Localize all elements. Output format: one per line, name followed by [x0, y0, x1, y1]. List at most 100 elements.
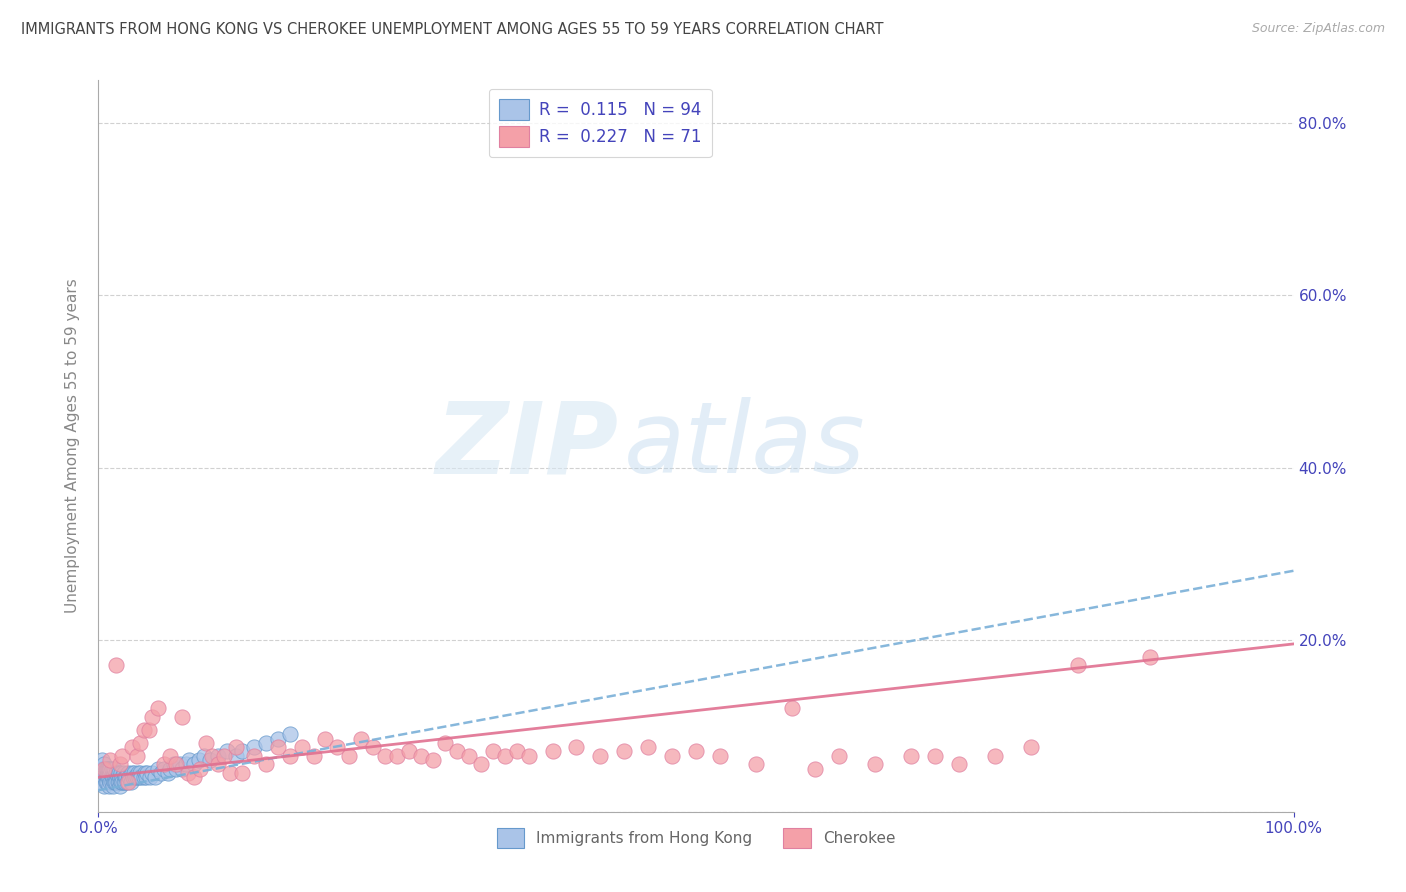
Point: [398, 744, 420, 758]
Point: [278, 748, 301, 763]
Point: [105, 766, 128, 780]
Point: [135, 770, 157, 784]
Point: [374, 748, 396, 763]
Point: [105, 774, 128, 789]
Point: [1139, 649, 1161, 664]
Point: [110, 766, 132, 780]
Point: [121, 766, 143, 780]
Point: [107, 766, 129, 780]
Point: [132, 770, 155, 784]
Point: [100, 774, 122, 789]
Point: [108, 757, 131, 772]
Point: [111, 774, 134, 789]
Point: [103, 774, 125, 789]
Point: [97, 770, 120, 784]
Point: [613, 744, 636, 758]
Point: [541, 744, 564, 758]
Point: [948, 757, 970, 772]
Point: [121, 740, 143, 755]
Point: [267, 740, 290, 755]
Point: [177, 766, 200, 780]
Point: [97, 762, 120, 776]
Point: [165, 757, 187, 772]
Point: [98, 753, 122, 767]
Point: [385, 748, 409, 763]
Point: [118, 770, 141, 784]
Point: [98, 766, 122, 780]
Point: [124, 770, 146, 784]
Point: [589, 748, 612, 763]
Point: [128, 770, 150, 784]
Point: [278, 727, 301, 741]
Point: [98, 770, 121, 784]
Point: [804, 762, 827, 776]
Point: [91, 762, 114, 776]
Point: [94, 770, 117, 784]
Point: [132, 723, 155, 737]
Point: [565, 740, 588, 755]
Point: [111, 748, 134, 763]
Point: [291, 740, 314, 755]
Point: [90, 774, 112, 789]
Point: [243, 748, 266, 763]
Point: [108, 779, 131, 793]
Point: [131, 770, 153, 784]
Point: [104, 770, 127, 784]
Point: [148, 762, 170, 776]
Point: [115, 774, 138, 789]
Point: [96, 762, 118, 776]
Point: [149, 766, 172, 780]
Point: [104, 774, 127, 789]
Point: [865, 757, 887, 772]
Point: [94, 762, 117, 776]
Point: [159, 748, 181, 763]
Point: [446, 744, 468, 758]
Point: [163, 757, 186, 772]
Point: [107, 770, 129, 784]
Text: IMMIGRANTS FROM HONG KONG VS CHEROKEE UNEMPLOYMENT AMONG AGES 55 TO 59 YEARS COR: IMMIGRANTS FROM HONG KONG VS CHEROKEE UN…: [21, 22, 883, 37]
Point: [97, 766, 120, 780]
Point: [506, 744, 529, 758]
Point: [254, 757, 277, 772]
Point: [112, 774, 135, 789]
Point: [172, 710, 194, 724]
Point: [108, 770, 131, 784]
Point: [243, 740, 266, 755]
Point: [141, 710, 163, 724]
Point: [172, 762, 194, 776]
Point: [91, 770, 114, 784]
Point: [100, 770, 122, 784]
Point: [225, 740, 247, 755]
Point: [125, 770, 148, 784]
Point: [100, 762, 122, 776]
Point: [709, 748, 731, 763]
Point: [828, 748, 851, 763]
Point: [124, 766, 146, 780]
Point: [434, 736, 457, 750]
Point: [685, 744, 707, 758]
Point: [267, 731, 290, 746]
Point: [411, 748, 433, 763]
Point: [114, 770, 136, 784]
Point: [93, 779, 115, 793]
Point: [422, 753, 444, 767]
Point: [122, 770, 145, 784]
Text: Source: ZipAtlas.com: Source: ZipAtlas.com: [1251, 22, 1385, 36]
Point: [93, 762, 115, 776]
Point: [169, 757, 191, 772]
Point: [637, 740, 659, 755]
Point: [458, 748, 481, 763]
Point: [183, 757, 205, 772]
Point: [136, 766, 159, 780]
Point: [138, 723, 160, 737]
Point: [156, 766, 179, 780]
Point: [148, 701, 170, 715]
Point: [93, 757, 115, 772]
Point: [115, 770, 138, 784]
Point: [900, 748, 922, 763]
Point: [107, 774, 129, 789]
Text: atlas: atlas: [624, 398, 866, 494]
Point: [165, 762, 187, 776]
Point: [91, 770, 114, 784]
Point: [745, 757, 768, 772]
